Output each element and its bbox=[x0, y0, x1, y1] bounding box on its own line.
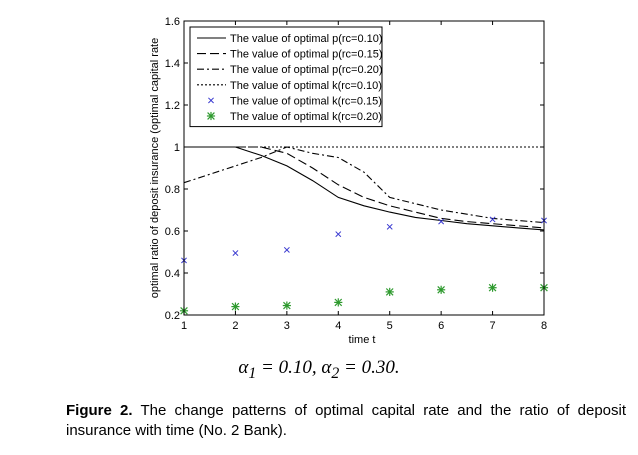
alpha2-subscript: 2 bbox=[331, 364, 340, 382]
series-line-3 bbox=[183, 146, 545, 224]
figure-caption: Figure 2. The change patterns of optimal… bbox=[66, 401, 626, 441]
y-tick-label: 0.2 bbox=[165, 310, 180, 322]
x-tick-label: 7 bbox=[490, 320, 496, 332]
series-point-5-marker bbox=[335, 231, 342, 238]
series-line-1 bbox=[184, 146, 545, 231]
legend-box bbox=[189, 26, 383, 128]
x-tick-label: 1 bbox=[181, 320, 187, 332]
legend-entry-label: The value of optimal k(rc=0.10) bbox=[230, 80, 382, 92]
marker-stroke bbox=[438, 218, 445, 225]
chart-figure: 1 2 3 4 5 6 7 8 0.2 0.4 0.6 0.8 1 1.2 1.4 1.6 time t o… bbox=[149, 16, 549, 346]
series-point-6-marker bbox=[385, 287, 394, 296]
series-point-5-marker bbox=[489, 216, 496, 223]
series-point-6-marker bbox=[231, 302, 240, 311]
marker-stroke bbox=[335, 231, 342, 238]
marker-stroke bbox=[208, 97, 214, 104]
series-line-2 bbox=[184, 146, 545, 229]
series-point-5-marker bbox=[438, 218, 445, 225]
marker-stroke bbox=[232, 250, 239, 257]
series-point-6-marker bbox=[437, 285, 446, 294]
series-point-5-marker bbox=[283, 246, 290, 253]
series-point-6-marker bbox=[488, 283, 497, 292]
x-tick-label: 4 bbox=[335, 320, 341, 332]
x-axis-ticks: 1 2 3 4 5 6 7 8 bbox=[181, 21, 547, 332]
legend-entry-label: The value of optimal p(rc=0.10) bbox=[230, 33, 383, 45]
x-tick-label: 6 bbox=[438, 320, 444, 332]
marker-stroke bbox=[489, 216, 496, 223]
x-tick-label: 5 bbox=[387, 320, 393, 332]
series-lines bbox=[183, 146, 545, 231]
series-point-5-marker bbox=[232, 250, 239, 257]
legend: The value of optimal p(rc=0.10) The value… bbox=[189, 26, 383, 128]
legend-entry-label: The value of optimal k(rc=0.20) bbox=[230, 111, 382, 123]
alpha2-value: = 0.30. bbox=[339, 357, 400, 378]
caption-text: The change patterns of optimal capital r… bbox=[66, 402, 627, 439]
marker-stroke bbox=[283, 246, 290, 253]
legend-entry-label: The value of optimal p(rc=0.20) bbox=[230, 64, 383, 76]
x-tick-label: 2 bbox=[232, 320, 238, 332]
legend-swatch-marker bbox=[208, 97, 214, 104]
y-tick-label: 1.6 bbox=[165, 16, 180, 28]
parameter-equation: α1 = 0.10, α2 = 0.30. bbox=[238, 357, 400, 382]
y-tick-label: 1.4 bbox=[165, 58, 180, 70]
series-point-6-marker bbox=[282, 301, 291, 310]
y-tick-label: 0.6 bbox=[165, 226, 180, 238]
y-axis-label: optimal ratio of deposit insurance (opti… bbox=[149, 38, 161, 298]
legend-entry-label: The value of optimal p(rc=0.15) bbox=[230, 49, 383, 61]
y-axis-ticks: 0.2 0.4 0.6 0.8 1 1.2 1.4 1.6 bbox=[165, 16, 544, 322]
series-point-5-marker bbox=[386, 223, 393, 230]
y-tick-label: 1.2 bbox=[165, 100, 180, 112]
x-axis-label: time t bbox=[349, 334, 376, 346]
legend-swatch-marker bbox=[206, 111, 216, 121]
alpha1-value: = 0.10, bbox=[256, 357, 322, 378]
plot-frame bbox=[183, 20, 545, 316]
x-tick-label: 3 bbox=[284, 320, 290, 332]
series-point-6-marker bbox=[334, 298, 343, 307]
x-tick-label: 8 bbox=[541, 320, 547, 332]
y-tick-label: 0.8 bbox=[165, 184, 180, 196]
y-tick-label: 0.4 bbox=[165, 268, 180, 280]
caption-label: Figure 2. bbox=[66, 402, 133, 419]
legend-entry-label: The value of optimal k(rc=0.15) bbox=[230, 95, 382, 107]
alpha1-subscript: 1 bbox=[248, 364, 257, 382]
axes-frame bbox=[183, 20, 545, 316]
y-tick-label: 1 bbox=[174, 142, 180, 154]
marker-stroke bbox=[386, 223, 393, 230]
